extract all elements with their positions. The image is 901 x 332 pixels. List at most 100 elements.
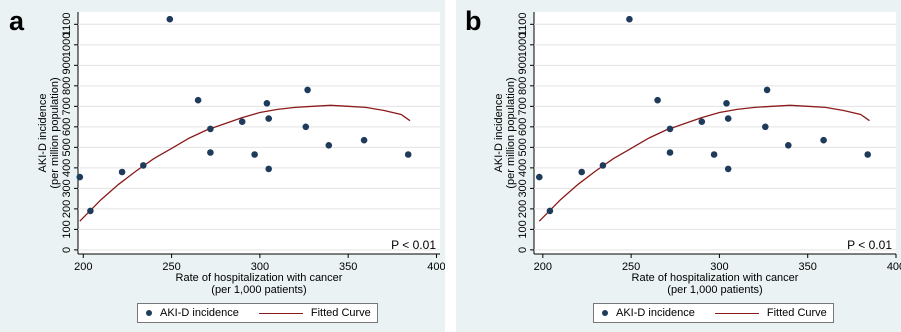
y-tick-label: 1000 [517, 33, 529, 57]
legend-label: AKI-D incidence [616, 307, 695, 319]
legend-item-scatter: AKI-D incidence [594, 307, 695, 319]
legend-marker-line [714, 312, 759, 314]
legend-label: AKI-D incidence [160, 307, 239, 319]
y-tick-label: 500 [61, 138, 73, 156]
y-tick-label: 400 [517, 159, 529, 177]
x-axis-label: Rate of hospitalization with cancer [632, 272, 799, 284]
data-point [263, 100, 271, 107]
data-point [785, 142, 792, 149]
x-axis-label: (per 1,000 patients) [667, 284, 762, 296]
data-point [762, 123, 769, 131]
y-tick-label: 600 [517, 118, 529, 136]
data-point [251, 151, 258, 158]
chart-panel-b: b 0 100 200 300 400 500 600 700 800 900 1000 1100 20… [456, 0, 901, 332]
legend-item-curve: Fitted Curve [695, 307, 827, 319]
fitted-curve [538, 104, 870, 222]
data-point [404, 151, 412, 158]
y-axis-label: AKI-D incidence [37, 94, 49, 173]
y-tick-label: 0 [517, 247, 529, 253]
data-point [166, 15, 174, 23]
data-point [666, 125, 674, 133]
y-axis-label: (per million population) [49, 77, 61, 188]
data-point [238, 118, 246, 125]
data-point [626, 15, 633, 23]
fitted-curve [79, 104, 411, 222]
x-tick-label: 250 [622, 261, 640, 273]
data-point [76, 173, 84, 181]
y-tick-label: 200 [517, 200, 529, 218]
data-point [546, 207, 554, 215]
data-point [194, 96, 202, 104]
x-tick-label: 400 [427, 261, 445, 273]
y-tick-label: 1100 [517, 12, 529, 36]
panel-label: a [9, 6, 25, 36]
p-value-annotation: P < 0.01 [847, 238, 892, 252]
y-tick-label: 900 [61, 56, 73, 74]
data-point [325, 142, 333, 149]
y-tick-label: 700 [517, 97, 529, 115]
data-point [207, 125, 214, 133]
legend-marker-line [258, 312, 303, 314]
x-tick-label: 350 [799, 261, 817, 273]
data-point [763, 86, 771, 94]
data-point [118, 168, 126, 176]
data-point [578, 168, 585, 176]
y-tick-label: 800 [517, 77, 529, 95]
panel-label: b [465, 6, 482, 36]
x-tick-label: 200 [534, 261, 552, 273]
legend: AKI-D incidence Fitted Curve [593, 303, 834, 323]
y-tick-label: 100 [517, 220, 529, 238]
data-point [360, 136, 368, 144]
legend-marker-dot [602, 310, 608, 316]
y-axis-label: (per million population) [505, 77, 517, 188]
x-axis-label: Rate of hospitalization with cancer [176, 272, 343, 284]
data-point [536, 173, 543, 181]
x-tick-label: 350 [339, 261, 357, 273]
y-tick-label: 400 [61, 159, 73, 177]
data-point [724, 165, 732, 173]
y-tick-label: 300 [517, 179, 529, 197]
data-point [302, 123, 310, 131]
chart-panel-a: a 0 100 200 300 400 500 600 700 800 900 1000 1100 20… [0, 0, 445, 332]
data-point [723, 100, 730, 107]
data-point [698, 118, 706, 125]
y-tick-label: 0 [61, 247, 73, 253]
data-point [304, 86, 311, 94]
y-tick-label: 200 [61, 200, 73, 218]
x-tick-label: 400 [887, 261, 901, 273]
y-tick-label: 600 [61, 118, 73, 136]
y-tick-label: 300 [61, 179, 73, 197]
data-point [666, 149, 674, 156]
legend-label: Fitted Curve [766, 307, 827, 319]
data-point [140, 162, 147, 169]
data-point [265, 165, 273, 173]
y-tick-label: 900 [517, 56, 529, 74]
legend: AKI-D incidence Fitted Curve [137, 303, 378, 323]
plot-area [534, 12, 896, 254]
data-point [724, 115, 732, 122]
x-tick-label: 250 [162, 261, 180, 273]
legend-item-curve: Fitted Curve [239, 307, 371, 319]
data-point [599, 162, 607, 169]
legend-marker-dot [146, 310, 152, 316]
plot-area [78, 12, 440, 254]
x-tick-label: 300 [710, 261, 728, 273]
data-point [207, 149, 214, 156]
y-axis-label: AKI-D incidence [493, 94, 505, 173]
y-tick-label: 800 [61, 77, 73, 95]
legend-label: Fitted Curve [310, 307, 371, 319]
p-value-annotation: P < 0.01 [391, 238, 436, 252]
x-tick-label: 300 [251, 261, 269, 273]
data-point [864, 151, 871, 158]
data-point [820, 136, 827, 144]
x-axis-label: (per 1,000 patients) [211, 284, 306, 296]
y-tick-label: 100 [61, 220, 73, 238]
y-tick-label: 1100 [61, 12, 73, 36]
data-point [87, 207, 94, 215]
x-tick-label: 200 [74, 261, 92, 273]
data-point [265, 115, 273, 122]
y-tick-label: 700 [61, 97, 73, 115]
legend-item-scatter: AKI-D incidence [138, 307, 239, 319]
